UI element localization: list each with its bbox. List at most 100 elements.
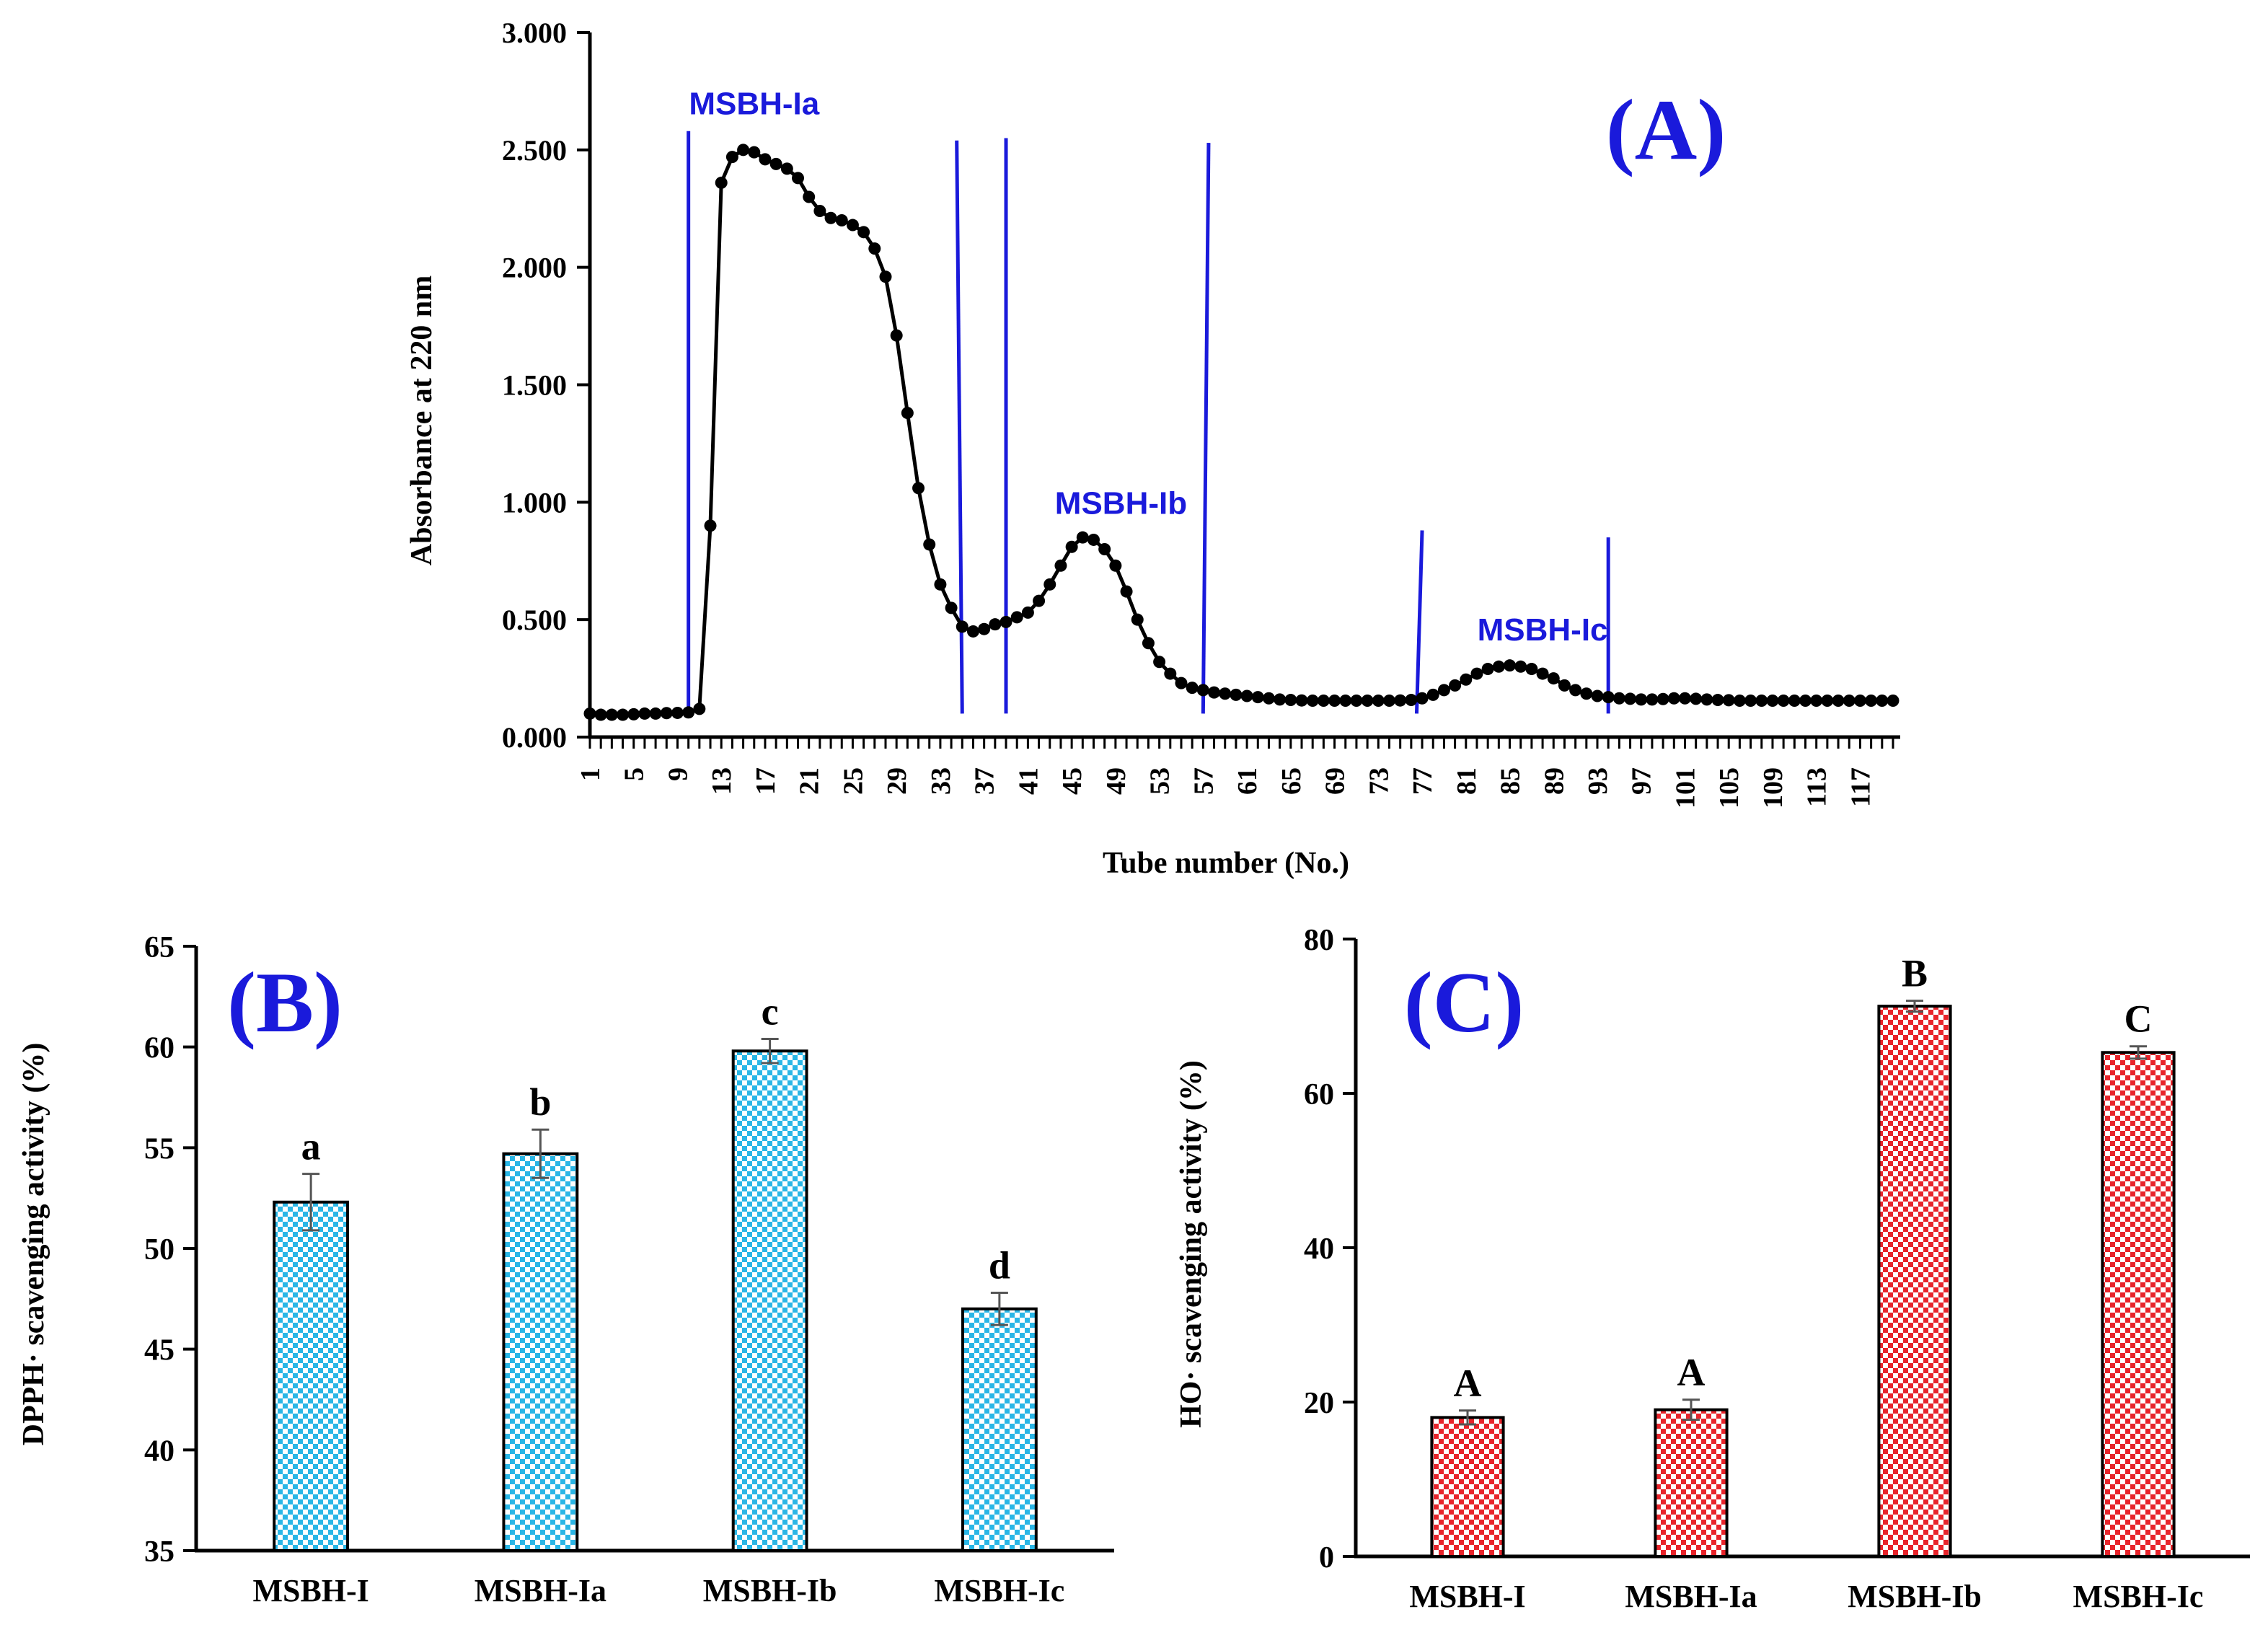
significance-letter: C bbox=[2124, 997, 2153, 1041]
x-tick-label: 29 bbox=[882, 767, 912, 795]
y-tick-label: 40 bbox=[144, 1435, 175, 1468]
data-point bbox=[1470, 667, 1483, 680]
x-tick-label: 109 bbox=[1758, 767, 1788, 808]
y-tick-label: 2.500 bbox=[502, 134, 567, 167]
chart-c-y-axis-label: HO· scavenging activity (%) bbox=[1175, 1060, 1208, 1428]
y-tick-label: 80 bbox=[1304, 924, 1334, 957]
data-point bbox=[1656, 692, 1669, 705]
data-point bbox=[1536, 667, 1549, 680]
data-point bbox=[682, 706, 695, 719]
data-point bbox=[1449, 679, 1462, 692]
data-point bbox=[824, 211, 837, 224]
data-point bbox=[1065, 540, 1078, 553]
bar bbox=[502, 1152, 579, 1553]
fraction-label: MSBH-Ic bbox=[1478, 612, 1608, 648]
x-tick-label: 25 bbox=[838, 767, 868, 795]
data-point bbox=[1558, 679, 1571, 692]
x-tick-label: 9 bbox=[663, 767, 693, 781]
data-point bbox=[1832, 695, 1845, 708]
data-point bbox=[1514, 660, 1527, 673]
data-point bbox=[912, 482, 925, 495]
bar bbox=[1430, 1416, 1505, 1559]
data-point bbox=[704, 519, 717, 532]
data-point bbox=[583, 707, 596, 720]
x-tick-label: 69 bbox=[1320, 767, 1351, 795]
x-tick-label: 45 bbox=[1057, 767, 1087, 795]
data-point bbox=[956, 620, 968, 633]
chart-b-bars: a b c d bbox=[273, 990, 1038, 1553]
data-point bbox=[1317, 695, 1330, 708]
data-point bbox=[1744, 695, 1757, 708]
data-point bbox=[1492, 660, 1505, 673]
data-point bbox=[1109, 559, 1122, 572]
bar bbox=[273, 1200, 350, 1552]
data-point bbox=[715, 176, 728, 189]
bar bbox=[961, 1307, 1038, 1553]
significance-letter: a bbox=[301, 1125, 321, 1168]
x-tick-label: 33 bbox=[926, 767, 956, 795]
data-point bbox=[945, 601, 958, 614]
data-point bbox=[594, 708, 607, 721]
x-tick-label: 65 bbox=[1276, 767, 1307, 795]
data-point bbox=[1766, 695, 1779, 708]
data-point bbox=[792, 172, 805, 185]
data-point bbox=[1887, 695, 1899, 708]
data-point bbox=[879, 270, 892, 283]
data-point bbox=[1678, 692, 1691, 705]
x-tick-label: 93 bbox=[1583, 767, 1613, 795]
data-point bbox=[1328, 695, 1341, 708]
x-tick-label: 41 bbox=[1013, 767, 1043, 795]
data-point bbox=[1853, 695, 1866, 708]
data-point bbox=[1612, 692, 1625, 705]
data-point bbox=[1186, 682, 1199, 695]
data-point bbox=[1481, 663, 1494, 676]
data-point bbox=[1054, 559, 1067, 572]
data-point bbox=[857, 226, 870, 239]
data-point bbox=[1033, 594, 1046, 607]
data-point bbox=[1230, 688, 1243, 701]
data-point bbox=[1711, 694, 1724, 707]
data-point bbox=[1394, 694, 1407, 707]
data-point bbox=[1416, 692, 1429, 705]
data-point bbox=[1262, 692, 1275, 705]
data-point bbox=[780, 162, 793, 175]
chart-b-dpph: 35 40 45 50 55 60 65 a b c d MSBH-I MSBH-Ia MSBH-Ib… bbox=[17, 931, 1114, 1608]
chart-b-y-axis-label: DPPH· scavenging activity (%) bbox=[17, 1043, 50, 1446]
data-point bbox=[1437, 684, 1450, 697]
category-label: MSBH-Ic bbox=[934, 1573, 1064, 1608]
significance-letter: B bbox=[1902, 952, 1928, 995]
fraction-line bbox=[1201, 143, 1211, 714]
data-point bbox=[649, 707, 662, 720]
data-point bbox=[1076, 531, 1089, 544]
data-point bbox=[1635, 693, 1648, 706]
y-tick-label: 45 bbox=[144, 1334, 175, 1367]
data-point bbox=[660, 707, 673, 720]
data-point bbox=[671, 706, 684, 719]
x-tick-label: 5 bbox=[619, 767, 650, 781]
data-point bbox=[1208, 686, 1221, 699]
data-point bbox=[1569, 684, 1582, 697]
data-point bbox=[835, 214, 848, 227]
x-tick-label: 21 bbox=[795, 767, 825, 795]
data-point bbox=[1810, 695, 1823, 708]
data-point bbox=[1240, 689, 1253, 702]
bar bbox=[2101, 1051, 2176, 1559]
category-label: MSBH-I bbox=[1409, 1579, 1525, 1614]
chart-a-y-axis-label: Absorbance at 220 nm bbox=[405, 276, 438, 566]
data-point bbox=[1821, 695, 1834, 708]
data-point bbox=[1700, 693, 1713, 706]
x-tick-label: 81 bbox=[1452, 767, 1482, 795]
data-point bbox=[1219, 687, 1232, 700]
data-point bbox=[1142, 637, 1155, 650]
chart-c-category-labels: MSBH-I MSBH-Ia MSBH-Ib MSBH-Ic bbox=[1409, 1579, 2203, 1614]
chart-c-bars: A A B C bbox=[1430, 952, 2176, 1559]
data-point bbox=[1372, 695, 1385, 708]
y-tick-label: 55 bbox=[144, 1132, 175, 1165]
y-tick-label: 1.500 bbox=[502, 369, 567, 402]
data-point bbox=[1624, 692, 1637, 705]
y-tick-label: 60 bbox=[144, 1032, 175, 1065]
panel-a-label: (A) bbox=[1606, 81, 1726, 177]
data-point bbox=[1339, 695, 1352, 708]
